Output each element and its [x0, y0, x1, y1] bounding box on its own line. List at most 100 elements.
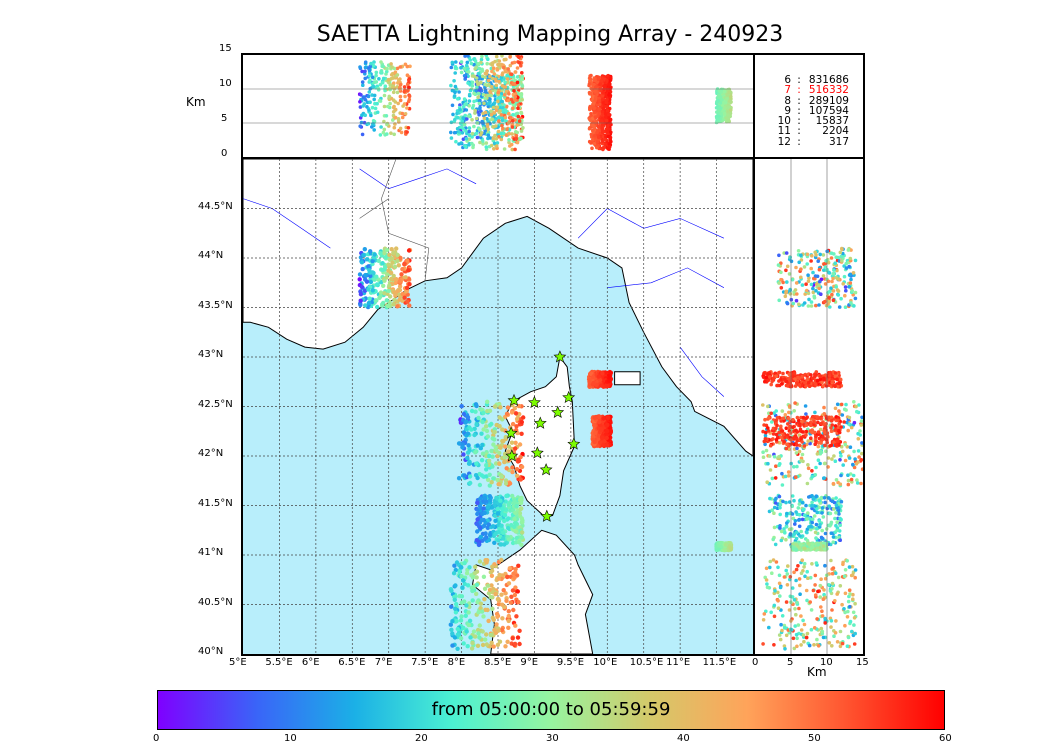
lightning-points-map	[357, 246, 734, 651]
lightning-point-altitude	[467, 133, 472, 138]
lightning-point-altitude	[516, 103, 521, 107]
lightning-point-altitude	[496, 62, 500, 67]
lightning-point-altitude	[860, 467, 863, 471]
lightning-point-altitude	[588, 105, 592, 110]
lightning-point-altitude	[836, 255, 840, 260]
lightning-point	[503, 499, 508, 504]
lightning-point-altitude	[831, 289, 836, 293]
lightning-point-altitude	[591, 95, 595, 99]
lightning-point-altitude	[827, 295, 831, 300]
lightning-point	[471, 585, 476, 590]
station-marker	[530, 446, 544, 459]
lightning-point-altitude	[400, 111, 405, 116]
lightning-point-altitude	[486, 133, 491, 138]
lightning-point-altitude	[853, 296, 858, 301]
lightning-point-altitude	[493, 133, 497, 138]
lightning-point-altitude	[405, 89, 410, 93]
lightning-point-altitude	[848, 256, 853, 261]
lightning-point	[505, 405, 511, 410]
lightning-point	[383, 255, 388, 260]
lightning-point-altitude	[606, 134, 611, 139]
lightning-point	[390, 260, 395, 265]
lightning-point-altitude	[801, 618, 805, 623]
lightning-point-altitude	[822, 461, 827, 466]
lightning-point-altitude	[779, 529, 784, 534]
lightning-point-altitude	[820, 629, 825, 634]
lightning-point	[722, 547, 727, 553]
lightning-point	[475, 517, 480, 522]
lightning-point-altitude	[776, 590, 780, 595]
lightning-point	[363, 272, 368, 278]
lightning-point-altitude	[789, 259, 794, 264]
lightning-point-altitude	[805, 481, 810, 486]
lightning-point	[493, 461, 499, 466]
lightning-point	[452, 563, 457, 568]
lightning-point-altitude	[843, 610, 847, 615]
lightning-point	[502, 513, 508, 518]
lightning-point-altitude	[851, 293, 855, 297]
lightning-point	[489, 505, 495, 510]
lightning-point-altitude	[793, 384, 798, 388]
lightning-point	[459, 404, 464, 409]
lightning-point-altitude	[609, 76, 613, 80]
lightning-point	[501, 530, 506, 535]
lightning-point-altitude	[838, 482, 843, 487]
station-count-row: 8:289109	[755, 95, 863, 106]
lightning-point-altitude	[778, 526, 782, 530]
lightning-point-altitude	[839, 499, 844, 504]
lightning-point-altitude	[840, 602, 844, 607]
lightning-point-altitude	[774, 464, 778, 469]
lightning-point-altitude	[764, 566, 769, 571]
lightning-point-altitude	[597, 102, 602, 107]
lightning-point	[475, 511, 480, 517]
lightning-point-altitude	[805, 517, 809, 521]
lightning-point-altitude	[506, 98, 511, 103]
lightning-point	[399, 272, 404, 277]
lightning-point	[493, 531, 498, 537]
lightning-point-altitude	[783, 294, 788, 299]
lightning-point	[478, 601, 484, 606]
lightning-point-altitude	[794, 510, 798, 514]
lightning-point-altitude	[846, 248, 851, 252]
lightning-point	[484, 474, 489, 479]
lightning-point-altitude	[484, 55, 488, 57]
lightning-point-altitude	[483, 96, 487, 101]
lightning-point-altitude	[475, 98, 479, 103]
lightning-point-altitude	[817, 267, 822, 272]
lightning-point-altitude	[768, 565, 772, 570]
lightning-point	[386, 288, 391, 294]
lightning-point-altitude	[723, 100, 728, 105]
lightning-point-altitude	[795, 644, 799, 649]
lightning-point-altitude	[807, 495, 811, 499]
lightning-point	[506, 618, 511, 624]
lightning-point-altitude	[830, 608, 834, 612]
lightning-point-altitude	[857, 403, 861, 407]
lightning-point-altitude	[773, 501, 778, 505]
lightning-point	[506, 449, 511, 454]
lightning-point	[382, 291, 387, 296]
lightning-point-altitude	[852, 465, 857, 470]
lightning-point-altitude	[838, 458, 842, 462]
lightning-point-altitude	[780, 614, 785, 618]
lightning-point-altitude	[479, 80, 483, 85]
lightning-point-altitude	[784, 289, 789, 294]
lightning-point	[449, 588, 454, 593]
lightning-point-altitude	[819, 626, 824, 631]
lightning-point-altitude	[519, 93, 523, 98]
lightning-point-altitude	[358, 100, 362, 104]
lightning-point-altitude	[458, 103, 462, 107]
lightning-point-altitude	[498, 109, 502, 113]
lightning-point-altitude	[407, 78, 411, 82]
lightning-point-altitude	[816, 589, 820, 594]
lightning-point	[474, 582, 480, 587]
lightning-point-altitude	[475, 135, 480, 140]
lightning-point	[391, 273, 396, 279]
lightning-point-altitude	[461, 127, 465, 131]
lightning-point	[516, 540, 522, 545]
lightning-point-altitude	[814, 303, 818, 308]
lightning-point-altitude	[834, 478, 839, 482]
lightning-point-altitude	[507, 140, 511, 145]
lightning-point	[513, 623, 518, 628]
lightning-point	[489, 568, 495, 573]
lightning-point	[400, 267, 405, 272]
